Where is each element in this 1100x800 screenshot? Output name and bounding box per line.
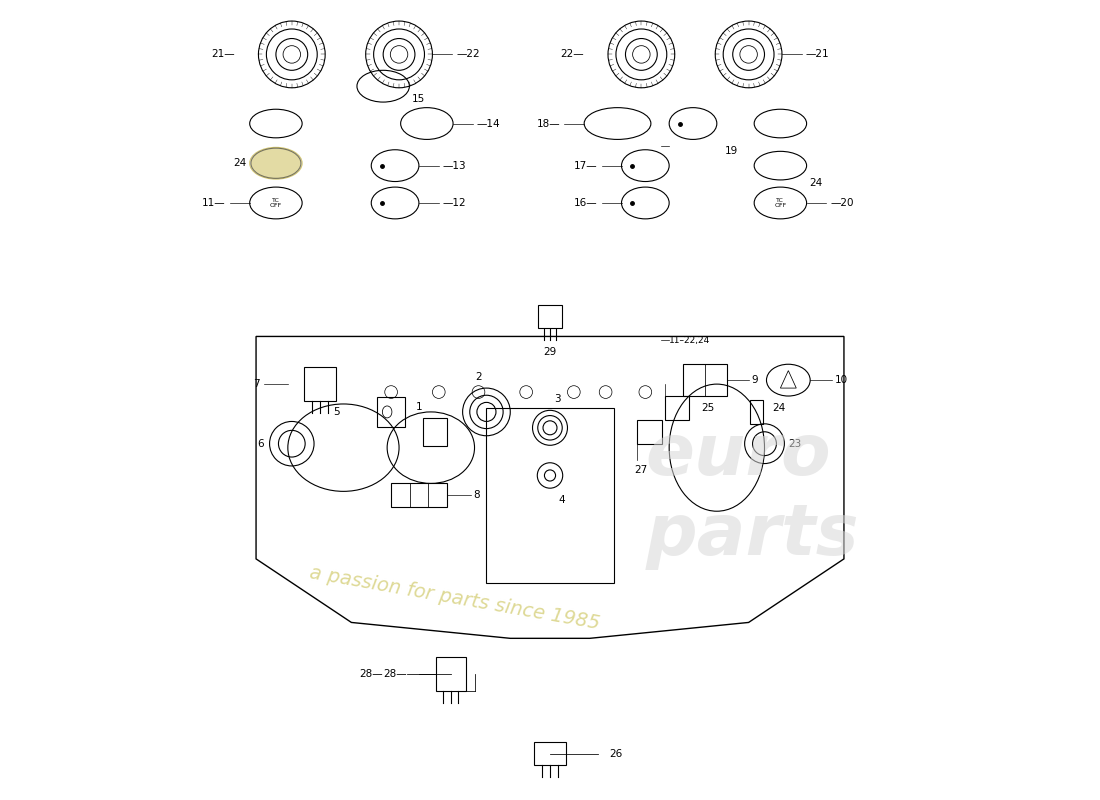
Text: —12: —12 (442, 198, 466, 208)
Bar (486, 408, 614, 582)
Text: 16—: 16— (574, 198, 597, 208)
Text: 3: 3 (554, 394, 561, 404)
Text: 10: 10 (835, 375, 847, 385)
Bar (683, 364, 727, 396)
Text: 22—: 22— (561, 50, 584, 59)
Text: —14: —14 (477, 118, 500, 129)
Text: 4: 4 (558, 495, 564, 506)
Text: 27: 27 (635, 465, 648, 475)
Text: 28—: 28— (360, 669, 383, 679)
Text: 5: 5 (333, 407, 340, 417)
Text: a passion for parts since 1985: a passion for parts since 1985 (308, 564, 602, 634)
Text: 24: 24 (772, 403, 785, 413)
Text: 28—: 28— (384, 669, 407, 679)
Text: —13: —13 (442, 161, 466, 170)
Text: TC
OFF: TC OFF (270, 198, 282, 208)
Text: 24: 24 (233, 158, 246, 168)
Text: 9: 9 (751, 375, 758, 385)
Text: 23: 23 (789, 438, 802, 449)
Text: 21—: 21— (211, 50, 234, 59)
Bar (538, 305, 562, 329)
Text: 24: 24 (808, 178, 822, 187)
Text: —22: —22 (456, 50, 480, 59)
Ellipse shape (251, 148, 301, 178)
Text: 15: 15 (411, 94, 425, 104)
Bar (377, 397, 405, 427)
Text: 1: 1 (416, 402, 422, 412)
Bar (392, 483, 447, 507)
Text: 29: 29 (543, 346, 557, 357)
Bar (304, 367, 336, 401)
Text: 11—: 11— (202, 198, 226, 208)
Bar (436, 658, 465, 690)
Text: —20: —20 (830, 198, 854, 208)
Text: 17—: 17— (574, 161, 597, 170)
Text: 7: 7 (253, 379, 260, 389)
Text: 25: 25 (701, 403, 714, 413)
Bar (422, 418, 447, 446)
Text: 18—: 18— (537, 118, 560, 129)
Text: 2: 2 (475, 372, 482, 382)
Bar (666, 396, 689, 420)
Text: —21: —21 (806, 50, 829, 59)
Bar (535, 742, 565, 765)
Text: TC
OFF: TC OFF (774, 198, 786, 208)
Text: 11–22,24: 11–22,24 (669, 336, 711, 345)
Bar (637, 420, 662, 444)
Text: euro
parts: euro parts (646, 421, 859, 570)
Bar (750, 400, 763, 424)
Text: 6: 6 (257, 438, 264, 449)
Text: 26: 26 (609, 749, 623, 758)
Text: 19: 19 (725, 146, 738, 156)
Text: 8: 8 (473, 490, 480, 500)
